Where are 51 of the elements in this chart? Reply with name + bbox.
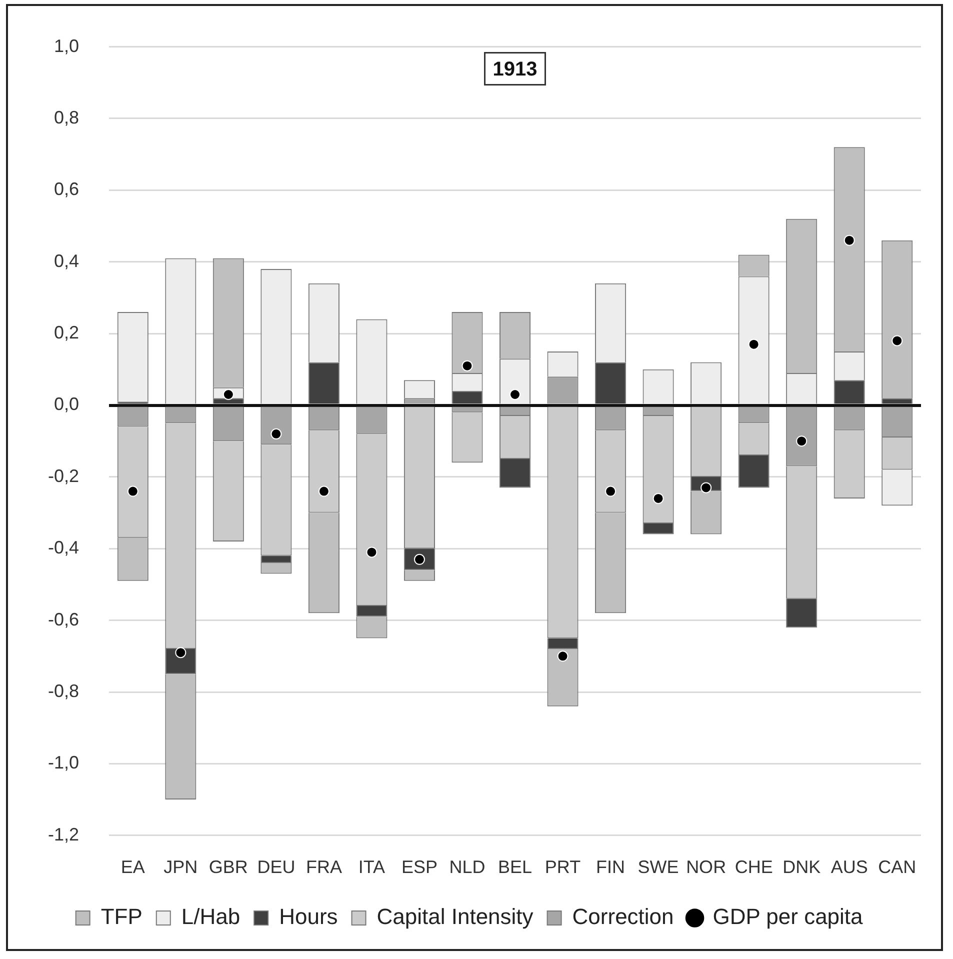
x-tick-label: ITA <box>358 857 386 878</box>
point <box>127 486 138 497</box>
legend-label: Capital Intensity <box>376 904 534 930</box>
x-tick-label: CHE <box>734 857 773 878</box>
y-tick-label: 0,8 <box>54 107 80 128</box>
point <box>462 360 473 372</box>
x-tick-label: FIN <box>596 857 626 878</box>
point <box>844 234 855 246</box>
point <box>557 650 568 662</box>
x-tick-label: NOR <box>686 857 726 878</box>
y-tick-label: -1,0 <box>48 752 80 773</box>
y-tick-label: 0,6 <box>54 179 80 200</box>
legend-label: Correction <box>572 904 674 930</box>
y-tick-label: -0,8 <box>48 680 80 701</box>
y-tick-label: -0,6 <box>48 609 80 630</box>
legend-label: Hours <box>279 904 338 930</box>
point <box>652 492 664 504</box>
y-tick-label: -0,2 <box>48 466 80 486</box>
point <box>796 436 808 447</box>
point <box>510 389 521 400</box>
legend-label: GDP per capita <box>712 904 864 930</box>
point <box>605 486 616 497</box>
y-tick-label: -0,4 <box>48 538 80 558</box>
x-tick-label: DNK <box>782 857 821 878</box>
x-tick-label: AUS <box>830 857 868 878</box>
x-tick-label: CAN <box>878 857 916 878</box>
x-tick-label: DEU <box>257 857 296 878</box>
point <box>270 428 282 440</box>
x-tick-label: PRT <box>544 857 581 878</box>
y-tick-label: -1,2 <box>48 824 80 844</box>
legend-label: L/Hab <box>181 904 240 930</box>
point <box>892 335 903 346</box>
point <box>175 647 186 658</box>
y-tick-label: 0,4 <box>54 250 80 271</box>
y-tick-label: 0,2 <box>54 322 80 343</box>
x-tick-label: BEL <box>498 857 532 878</box>
point <box>366 546 378 558</box>
point <box>222 389 234 400</box>
x-tick-label: SWE <box>638 857 679 878</box>
x-tick-label: JPN <box>164 857 198 878</box>
x-tick-label: NLD <box>449 857 486 878</box>
text: 1913 <box>492 58 538 80</box>
x-tick-label: FRA <box>306 857 342 878</box>
point <box>318 486 330 497</box>
x-tick-label: ESP <box>401 857 438 878</box>
y-tick-label: 1,0 <box>54 36 80 56</box>
y-tick-label: 0,0 <box>54 394 80 414</box>
legend-label: TFP <box>100 904 142 930</box>
x-tick-label: EA <box>120 857 145 878</box>
point <box>748 338 760 350</box>
x-tick-label: GBR <box>208 857 248 878</box>
